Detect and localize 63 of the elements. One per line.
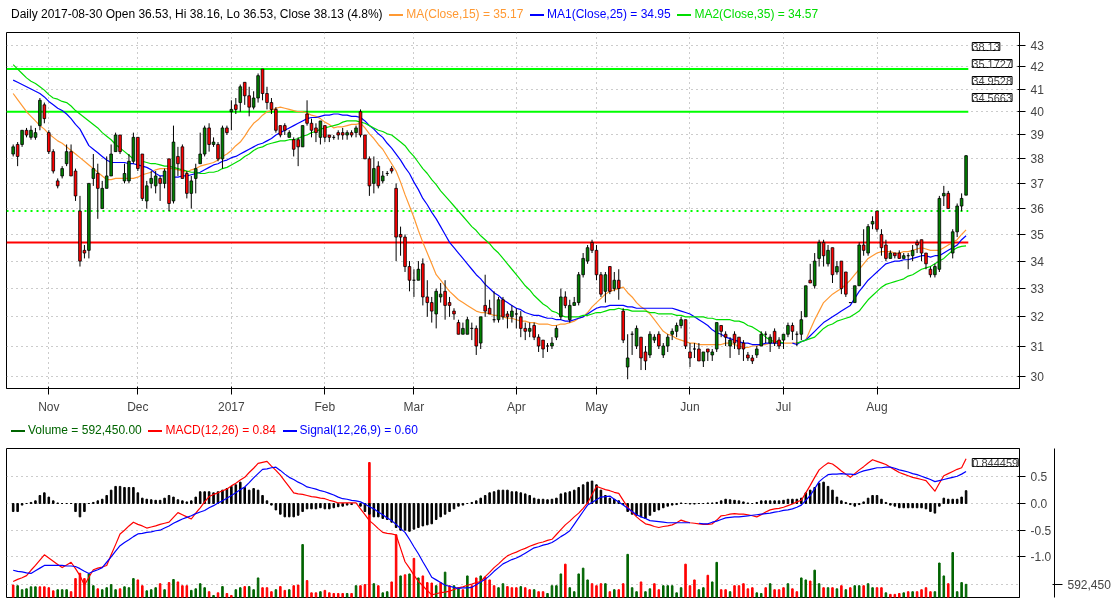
- legend-label: Volume = 592,450.00: [28, 423, 142, 437]
- candlestick: [113, 132, 118, 153]
- y-tick-label: 32: [1030, 310, 1045, 325]
- x-tick-label: Jul: [775, 399, 792, 414]
- y-tick-label: -0.5: [1030, 523, 1052, 538]
- candlestick: [242, 81, 247, 106]
- candlestick: [318, 120, 323, 145]
- y-tick-label: 35: [1030, 227, 1045, 242]
- x-tick-label: May: [585, 399, 608, 414]
- legend-label: MA2(Close,35) = 34.57: [694, 7, 819, 21]
- x-tick-label: Nov: [38, 399, 60, 414]
- candlestick: [300, 125, 305, 148]
- candlestick: [229, 99, 234, 131]
- y-tick-label: 33: [1030, 282, 1045, 297]
- legend-label: Signal(12,26,9) = 0.60: [299, 423, 418, 437]
- candlestick: [291, 136, 296, 157]
- x-tick-label: Feb: [314, 399, 336, 414]
- candlestick: [91, 153, 96, 187]
- x-tick-label: Aug: [866, 399, 888, 414]
- y-tick-label: 40: [1030, 105, 1045, 120]
- y-tick-label: 0.0: [1030, 497, 1048, 512]
- candlestick: [376, 160, 381, 189]
- candlestick: [559, 288, 563, 321]
- candlestick: [238, 84, 243, 113]
- candlestick: [519, 310, 523, 338]
- y-tick-label: -1.0: [1030, 550, 1052, 565]
- legend-label: MACD(12,26) = 0.84: [165, 423, 276, 437]
- candlestick: [625, 333, 630, 380]
- candlestick: [122, 163, 127, 184]
- y-tick-label: 37: [1030, 176, 1045, 191]
- candlestick: [875, 210, 879, 233]
- candlestick: [314, 122, 318, 143]
- candlestick: [501, 296, 505, 321]
- candlestick: [194, 163, 198, 194]
- y-tick-label: 41: [1030, 82, 1045, 97]
- legend-label: MA(Close,15) = 35.17: [406, 7, 524, 21]
- candlestick: [118, 134, 122, 155]
- candlestick: [741, 339, 746, 362]
- legend-label: MA1(Close,25) = 34.95: [546, 7, 671, 21]
- y-tick-label: 43: [1030, 38, 1045, 53]
- y-tick-label: 42: [1030, 60, 1045, 75]
- candlestick: [496, 296, 501, 324]
- candlestick: [189, 175, 194, 210]
- x-tick-label: Jun: [680, 399, 700, 414]
- y-tick-label: 39: [1030, 128, 1045, 143]
- y-tick-label: 30: [1030, 369, 1045, 384]
- candlestick: [942, 185, 946, 207]
- x-tick-label: 2017: [218, 399, 246, 414]
- y-tick-label: 34: [1030, 254, 1045, 269]
- y-tick-label: 38: [1030, 152, 1045, 167]
- chart-title: Daily 2017-08-30 Open 36.53, Hi 38.16, Lo 36.53, Close 38.13 (4.8%): [11, 7, 383, 21]
- candlestick: [452, 307, 456, 321]
- y-tick-label: 31: [1030, 339, 1045, 354]
- y2-tick-label: 592,450: [1067, 577, 1112, 592]
- candlestick: [550, 336, 554, 350]
- x-tick-label: Mar: [403, 399, 425, 414]
- x-tick-label: Dec: [127, 399, 149, 414]
- candlestick: [42, 102, 47, 124]
- x-tick-label: Apr: [507, 399, 526, 414]
- y-tick-label: 36: [1030, 202, 1045, 217]
- candlestick: [305, 99, 309, 127]
- y-tick-label: 0.5: [1030, 470, 1048, 485]
- candlestick: [514, 307, 519, 329]
